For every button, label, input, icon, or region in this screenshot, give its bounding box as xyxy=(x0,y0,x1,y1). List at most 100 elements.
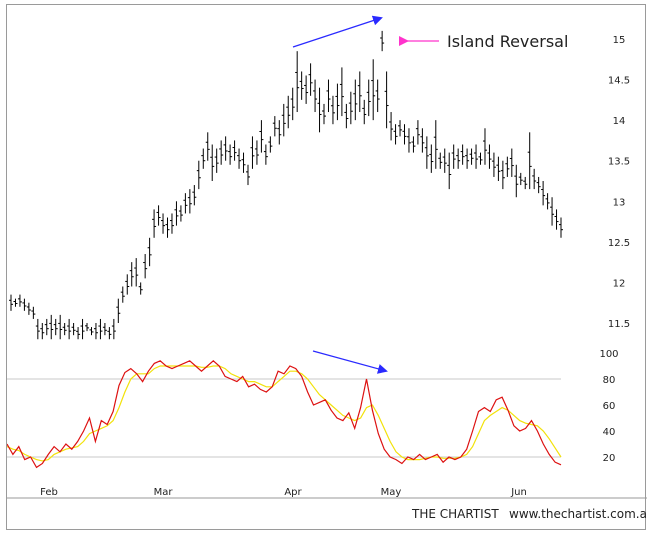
price-bar xyxy=(71,323,76,336)
price-bar xyxy=(527,132,532,190)
price-bar xyxy=(53,318,58,336)
price-bar xyxy=(299,71,304,100)
price-tick-label: 11.5 xyxy=(608,319,630,330)
price-bar xyxy=(13,298,18,307)
price-bar xyxy=(295,51,300,113)
price-bar xyxy=(134,258,139,287)
price-bar xyxy=(125,274,130,295)
price-bar xyxy=(214,148,219,173)
price-and-oscillator-chart: 15 14.5 14 13.5 13 12.5 12 11.5 Island Reversal… xyxy=(7,15,647,521)
price-axis: 15 14.5 14 13.5 13 12.5 12 11.5 xyxy=(608,35,630,330)
price-tick-label: 13 xyxy=(613,197,626,208)
price-bars xyxy=(9,30,563,340)
month-label: Mar xyxy=(154,487,174,498)
month-label: May xyxy=(381,487,402,498)
price-bar xyxy=(165,217,170,238)
price-bar xyxy=(187,189,192,214)
price-bar xyxy=(460,144,465,165)
price-tick-label: 13.5 xyxy=(608,157,630,168)
price-bar xyxy=(451,144,456,169)
month-label: Jun xyxy=(510,487,527,498)
price-tick-label: 14.5 xyxy=(608,76,630,87)
price-bar xyxy=(232,140,237,161)
price-bar xyxy=(505,156,510,177)
price-bar xyxy=(429,144,434,173)
month-label: Feb xyxy=(40,487,58,498)
price-bar xyxy=(31,306,36,319)
price-bar xyxy=(281,103,286,137)
price-bar xyxy=(469,148,474,165)
price-bar xyxy=(129,262,134,287)
price-bar xyxy=(424,136,429,169)
oscillator-trend-arrow xyxy=(312,350,388,374)
price-bar xyxy=(178,205,183,222)
price-bar xyxy=(304,75,309,104)
price-bar xyxy=(487,144,492,169)
price-bar xyxy=(62,323,67,336)
price-bar xyxy=(554,209,559,230)
price-bar xyxy=(44,318,49,336)
price-bar xyxy=(17,294,22,307)
price-bar xyxy=(559,217,563,238)
price-bar xyxy=(550,197,555,226)
price-bar xyxy=(192,185,197,206)
price-bar xyxy=(366,79,371,117)
price-tick-label: 14 xyxy=(613,116,626,127)
price-panel: 15 14.5 14 13.5 13 12.5 12 11.5 Island Reversal xyxy=(9,15,630,340)
price-bar xyxy=(98,318,103,340)
price-bar xyxy=(219,140,224,165)
price-bar xyxy=(474,144,479,169)
price-bar xyxy=(183,193,188,214)
price-bar xyxy=(398,120,403,137)
price-bar xyxy=(326,79,331,113)
price-bar xyxy=(89,327,94,336)
price-bar xyxy=(541,181,546,206)
price-bar xyxy=(138,282,143,295)
price-bar xyxy=(308,63,313,96)
price-tick-label: 12.5 xyxy=(608,238,630,249)
price-bar xyxy=(438,152,443,169)
price-bar xyxy=(205,132,210,161)
price-bar xyxy=(228,144,233,165)
price-bar xyxy=(523,176,528,190)
price-bar xyxy=(402,124,407,145)
price-bar xyxy=(76,327,81,340)
price-bar xyxy=(111,318,116,340)
price-bar xyxy=(147,237,152,267)
price-trend-arrow xyxy=(292,15,383,48)
oscillator-tick-label: 20 xyxy=(603,453,616,464)
price-bar xyxy=(514,164,519,198)
price-bar xyxy=(268,136,273,153)
price-bar xyxy=(116,298,121,323)
price-bar xyxy=(120,286,125,303)
price-bar xyxy=(35,318,40,340)
price-bar xyxy=(143,254,148,279)
price-bar xyxy=(210,144,215,181)
price-bar xyxy=(40,323,45,340)
price-bar xyxy=(482,128,487,165)
oscillator-tick-label: 40 xyxy=(603,427,616,438)
price-bar xyxy=(415,120,420,145)
price-bar xyxy=(223,136,228,161)
price-bar xyxy=(80,318,85,340)
chart-frame: 15 14.5 14 13.5 13 12.5 12 11.5 Island Reversal… xyxy=(6,4,647,530)
oscillator-axis: 100 80 60 40 20 xyxy=(599,349,618,464)
price-bar xyxy=(478,152,483,165)
price-bar xyxy=(420,128,425,153)
price-bar xyxy=(500,160,505,190)
price-bar xyxy=(107,327,112,340)
price-bar xyxy=(272,116,277,137)
oscillator-tick-label: 100 xyxy=(599,349,618,360)
price-bar xyxy=(335,83,340,121)
price-bar xyxy=(22,298,27,311)
price-bar xyxy=(491,152,496,177)
price-bar xyxy=(196,160,201,190)
price-bar xyxy=(362,99,367,125)
price-bar xyxy=(456,148,461,169)
price-bar xyxy=(259,120,264,153)
price-bar xyxy=(169,213,174,234)
price-bar xyxy=(353,79,358,121)
price-bar xyxy=(371,59,376,121)
price-bar xyxy=(384,71,389,129)
oscillator-panel: 100 80 60 40 20 Feb Mar Apr May Jun xyxy=(7,349,619,498)
